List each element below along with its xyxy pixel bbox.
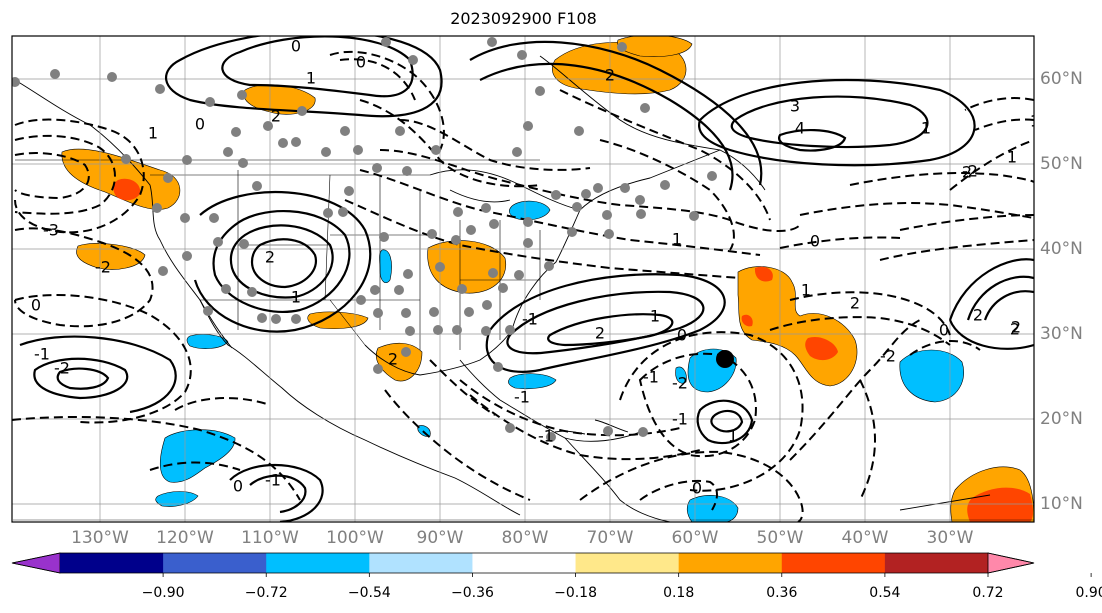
colorbar-tick-label: 0.36 <box>766 585 797 601</box>
colorbar-tick-label: 0.18 <box>663 585 694 601</box>
contour-label: 2 <box>1010 320 1020 339</box>
contour-label: 3 <box>790 97 800 116</box>
contour-label: 0 <box>810 232 820 251</box>
contour-label: 1 <box>650 307 660 326</box>
contour-label: 1 <box>306 69 316 88</box>
contour-label: 2 <box>595 324 605 343</box>
contour-label: 1 <box>921 119 931 138</box>
lon-label: 120°W <box>156 528 214 548</box>
blue-shading <box>155 200 964 522</box>
contour-label: -1 <box>538 427 554 446</box>
contour-label: 1 <box>1030 112 1040 131</box>
station-markers <box>12 37 717 442</box>
contour-label: -1 <box>522 310 538 329</box>
colorbar-tick-label: −0.72 <box>245 585 288 601</box>
contour-label: 2 <box>605 66 615 85</box>
contour-label: 0 <box>677 326 687 345</box>
contour-label: 1 <box>728 427 738 446</box>
colorbar-segment <box>369 553 473 573</box>
contour-label: 1 <box>148 124 158 143</box>
colorbar-tick-label: 0.90 <box>1076 585 1102 601</box>
colorbar-segment <box>781 553 886 573</box>
map-frame <box>11 35 1035 523</box>
colorbar-tick-label: 0.72 <box>972 585 1003 601</box>
lon-label: 90°W <box>417 528 464 548</box>
contour-label: -1 <box>643 368 659 387</box>
lat-label: 60°N <box>1040 69 1083 89</box>
contour-label: 0 <box>233 477 243 496</box>
lon-label: 100°W <box>326 528 384 548</box>
contour-label: 2 <box>388 350 398 369</box>
contour-label: 2 <box>850 294 860 313</box>
target-marker <box>716 350 734 368</box>
contour-label: -2 <box>880 347 896 366</box>
lon-label: 30°W <box>927 528 974 548</box>
colorbar-segment <box>266 553 370 573</box>
colorbar-segment <box>472 553 577 573</box>
solid-contours <box>19 36 1034 522</box>
contour-label: 2 <box>962 163 972 182</box>
contour-label: 0 <box>291 37 301 56</box>
colorbar <box>11 552 1092 577</box>
contour-label: 0 <box>939 321 949 340</box>
contour-label: 1 <box>291 288 301 307</box>
contour-label: -1 <box>265 471 281 490</box>
lon-label: 50°W <box>757 528 804 548</box>
dashed-contours <box>12 50 1034 522</box>
lat-labels: 60°N 50°N 40°N 30°N 20°N 10°N <box>1040 69 1083 514</box>
colorbar-labels: −0.90 −0.72 −0.54 −0.36 −0.18 0.18 0.36 0.54 0.7… <box>142 585 1102 601</box>
contour-labels: 0 1 2 1 2 0 3 4 1 2 1 -3 -2 0 -1 -2 2 1 … <box>31 37 1040 498</box>
colorbar-tick-label: −0.54 <box>348 585 391 601</box>
lon-label: 80°W <box>502 528 549 548</box>
colorbar-segment <box>575 553 680 573</box>
contour-label: 1 <box>672 230 682 249</box>
colorbar-tick-label: −0.36 <box>451 585 494 601</box>
colorbar-segment <box>678 553 783 573</box>
lon-labels: 130°W 120°W 110°W 100°W 90°W 80°W 70°W 6… <box>71 528 974 548</box>
colorbar-outline <box>11 552 1035 574</box>
contour-label: 1 <box>801 281 811 300</box>
lon-label: 110°W <box>241 528 299 548</box>
contour-label: -2 <box>95 258 111 277</box>
contour-label: 0 <box>195 115 205 134</box>
colorbar-extend-low <box>11 552 61 574</box>
contour-label: 1 <box>1007 148 1017 167</box>
colorbar-segment <box>884 553 989 573</box>
contour-label: -1 <box>34 345 50 364</box>
contour-label: -2 <box>672 374 688 393</box>
contour-label: 0 <box>31 296 41 315</box>
contour-label: -2 <box>54 359 70 378</box>
colorbar-segment <box>163 553 267 573</box>
contour-label: 0 <box>692 479 702 498</box>
colorbar-tick-label: −0.90 <box>142 585 185 601</box>
contour-label: 2 <box>973 306 983 325</box>
lon-label: 60°W <box>672 528 719 548</box>
contour-label: 2 <box>265 248 275 267</box>
lat-label: 20°N <box>1040 409 1083 429</box>
colorbar-segment <box>60 553 164 573</box>
colorbar-tick-label: 0.54 <box>869 585 900 601</box>
contour-label: -1 <box>672 410 688 429</box>
lon-label: 40°W <box>842 528 889 548</box>
contour-label: 2 <box>271 107 281 126</box>
lat-label: 40°N <box>1040 239 1083 259</box>
lon-label: 130°W <box>71 528 129 548</box>
lat-label: 30°N <box>1040 324 1083 344</box>
lat-label: 50°N <box>1040 154 1083 174</box>
contour-label: 4 <box>795 119 805 138</box>
lat-label: 10°N <box>1040 494 1083 514</box>
colorbar-extend-high <box>987 552 1035 574</box>
contour-label: -1 <box>514 388 530 407</box>
lon-label: 70°W <box>587 528 634 548</box>
contour-label: -2 <box>962 162 978 181</box>
contour-label: 2 <box>1011 318 1021 337</box>
colorbar-tick-label: −0.18 <box>554 585 597 601</box>
map-title: 2023092900 F108 <box>450 9 597 28</box>
contour-label: 0 <box>356 53 366 72</box>
contour-label: -3 <box>43 221 59 240</box>
